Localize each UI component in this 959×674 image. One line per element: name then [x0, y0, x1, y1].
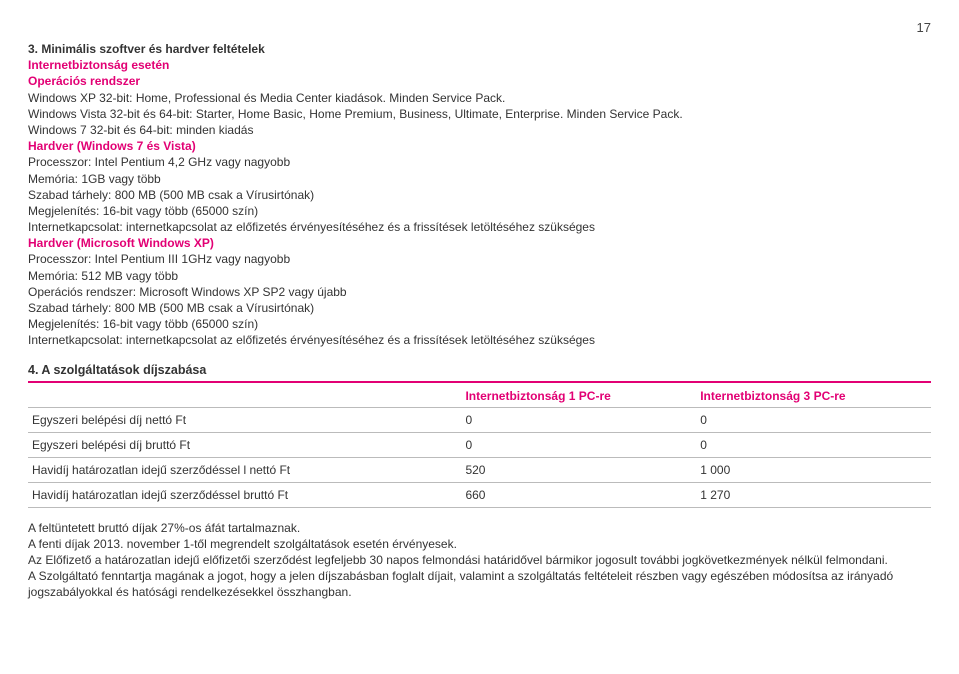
cell-3pc: 0: [696, 432, 931, 457]
table-row: Havidíj határozatlan idejű szerződéssel …: [28, 457, 931, 482]
cell-1pc: 520: [461, 457, 696, 482]
footer-notes: A feltüntetett bruttó díjak 27%-os áfát …: [28, 520, 931, 601]
table-row: Havidíj határozatlan idejű szerződéssel …: [28, 482, 931, 507]
cell-3pc: 1 000: [696, 457, 931, 482]
os-line-vista: Windows Vista 32-bit és 64-bit: Starter,…: [28, 106, 931, 122]
footer-termination: Az Előfizető a határozatlan idejű előfiz…: [28, 552, 931, 568]
table-row: Egyszeri belépési díj bruttó Ft 0 0: [28, 432, 931, 457]
cell-3pc: 1 270: [696, 482, 931, 507]
hwxp-display: Megjelenítés: 16-bit vagy több (65000 sz…: [28, 316, 931, 332]
hw7-display: Megjelenítés: 16-bit vagy több (65000 sz…: [28, 203, 931, 219]
hwxp-os: Operációs rendszer: Microsoft Windows XP…: [28, 284, 931, 300]
section-4-title: 4. A szolgáltatások díjszabása: [28, 363, 931, 377]
hwxp-cpu: Processzor: Intel Pentium III 1GHz vagy …: [28, 251, 931, 267]
cell-1pc: 0: [461, 407, 696, 432]
hw7-disk: Szabad tárhely: 800 MB (500 MB csak a Ví…: [28, 187, 931, 203]
section-3: 3. Minimális szoftver és hardver feltéte…: [28, 41, 931, 349]
table-header-empty: [28, 383, 461, 408]
hw7-memory: Memória: 1GB vagy több: [28, 171, 931, 187]
hw7-cpu: Processzor: Intel Pentium 4,2 GHz vagy n…: [28, 154, 931, 170]
cell-3pc: 0: [696, 407, 931, 432]
row-label: Havidíj határozatlan idejű szerződéssel …: [28, 482, 461, 507]
subheading-operacios-rendszer: Operációs rendszer: [28, 74, 140, 88]
os-line-win7: Windows 7 32-bit és 64-bit: minden kiadá…: [28, 122, 931, 138]
os-line-xp: Windows XP 32-bit: Home, Professional és…: [28, 90, 931, 106]
footer-modification: A Szolgáltató fenntartja magának a jogot…: [28, 568, 931, 600]
footer-valid-from: A fenti díjak 2013. november 1-től megre…: [28, 536, 931, 552]
table-header-1pc: Internetbiztonság 1 PC-re: [461, 383, 696, 408]
table-row: Egyszeri belépési díj nettó Ft 0 0: [28, 407, 931, 432]
page-number: 17: [28, 20, 931, 35]
row-label: Egyszeri belépési díj nettó Ft: [28, 407, 461, 432]
table-header-3pc: Internetbiztonság 3 PC-re: [696, 383, 931, 408]
pricing-table: Internetbiztonság 1 PC-re Internetbizton…: [28, 383, 931, 508]
footer-vat: A feltüntetett bruttó díjak 27%-os áfát …: [28, 520, 931, 536]
cell-1pc: 660: [461, 482, 696, 507]
subheading-hardver-xp: Hardver (Microsoft Windows XP): [28, 236, 214, 250]
subheading-hardver-win7: Hardver (Windows 7 és Vista): [28, 139, 196, 153]
cell-1pc: 0: [461, 432, 696, 457]
hw7-internet: Internetkapcsolat: internetkapcsolat az …: [28, 219, 931, 235]
row-label: Egyszeri belépési díj bruttó Ft: [28, 432, 461, 457]
row-label: Havidíj határozatlan idejű szerződéssel …: [28, 457, 461, 482]
hwxp-memory: Memória: 512 MB vagy több: [28, 268, 931, 284]
hwxp-internet: Internetkapcsolat: internetkapcsolat az …: [28, 332, 931, 348]
subheading-internetbiztonsag: Internetbiztonság esetén: [28, 58, 169, 72]
hwxp-disk: Szabad tárhely: 800 MB (500 MB csak a Ví…: [28, 300, 931, 316]
section-3-title: 3. Minimális szoftver és hardver feltéte…: [28, 41, 931, 57]
